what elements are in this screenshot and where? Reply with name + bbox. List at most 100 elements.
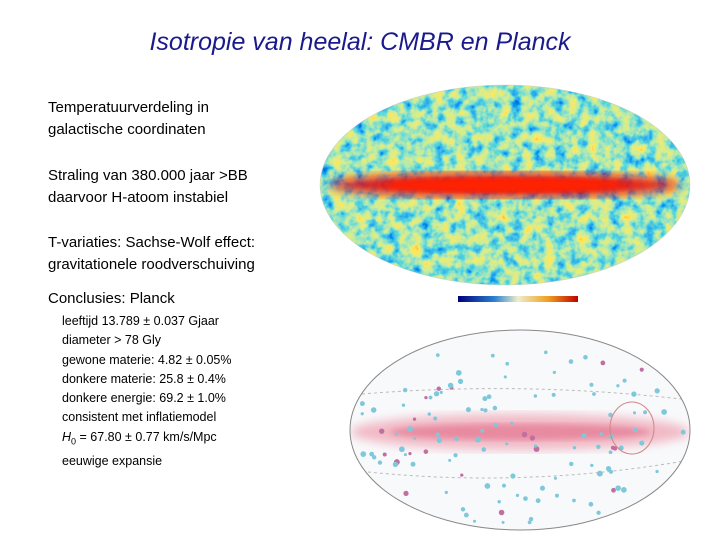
list-item: H0 = 67.80 ± 0.77 km/s/Mpc bbox=[62, 428, 231, 452]
source-dot bbox=[551, 392, 556, 397]
source-dot bbox=[503, 375, 507, 379]
source-dot bbox=[608, 450, 613, 455]
source-dot bbox=[447, 382, 454, 389]
source-dot bbox=[473, 519, 477, 523]
source-dot bbox=[394, 432, 399, 436]
source-dot bbox=[455, 370, 462, 376]
source-dot bbox=[661, 409, 668, 415]
source-dot bbox=[482, 396, 488, 402]
source-dot bbox=[639, 440, 645, 446]
source-dot bbox=[444, 490, 448, 495]
cmb-map bbox=[320, 85, 690, 285]
source-dot bbox=[611, 487, 616, 493]
source-dot bbox=[655, 469, 659, 474]
list-item: donkere energie: 69.2 ± 1.0% bbox=[62, 391, 226, 406]
text-line: daarvoor H-atoom instabiel bbox=[48, 189, 229, 206]
source-dot bbox=[632, 427, 638, 433]
source-dot bbox=[436, 437, 442, 444]
source-dot bbox=[413, 436, 417, 440]
text: = 67.80 ± 0.77 km/s/Mpc bbox=[76, 429, 217, 444]
source-dot bbox=[407, 426, 413, 432]
source-dot bbox=[401, 403, 406, 407]
list-item: donkere materie: 25.8 ± 0.4% bbox=[62, 371, 226, 386]
source-dot bbox=[510, 473, 516, 479]
source-dot bbox=[435, 353, 440, 357]
source-dot bbox=[402, 387, 408, 393]
source-dot bbox=[498, 509, 505, 516]
source-dot bbox=[521, 431, 528, 438]
list-item: eeuwige expansie bbox=[62, 453, 163, 468]
source-dot bbox=[463, 512, 469, 518]
source-dot bbox=[370, 407, 377, 413]
source-dot bbox=[490, 353, 495, 358]
source-dot bbox=[480, 407, 484, 412]
source-dot bbox=[533, 394, 538, 398]
source-dot bbox=[554, 493, 559, 498]
text-line: Straling van 380.000 jaar >BB bbox=[48, 167, 248, 184]
source-dot bbox=[501, 520, 505, 524]
list-item: leeftijd 13.789 ± 0.037 Gjaar bbox=[62, 314, 219, 328]
source-dot bbox=[379, 428, 385, 434]
list-item: consistent met inflatiemodel bbox=[62, 410, 217, 425]
source-dot bbox=[454, 436, 459, 441]
source-dot bbox=[596, 470, 603, 477]
source-dot bbox=[403, 453, 407, 457]
source-dot bbox=[433, 391, 440, 397]
source-dot bbox=[465, 407, 471, 413]
source-dot bbox=[535, 498, 541, 504]
source-dot bbox=[599, 432, 604, 436]
source-dot bbox=[497, 499, 501, 504]
source-dot bbox=[428, 395, 433, 400]
source-dot bbox=[481, 447, 487, 452]
paragraph: Temperatuurverdeling in galactische coor… bbox=[48, 97, 209, 141]
source-dot bbox=[382, 452, 387, 457]
source-dot bbox=[553, 476, 557, 480]
symbol: H bbox=[62, 429, 72, 444]
source-dot bbox=[492, 405, 498, 411]
source-dot bbox=[631, 391, 637, 397]
source-dot bbox=[460, 507, 466, 512]
source-dot bbox=[539, 485, 546, 491]
source-dot bbox=[596, 510, 601, 515]
source-dot bbox=[572, 445, 577, 450]
source-dot bbox=[588, 501, 594, 507]
source-dot bbox=[505, 442, 509, 446]
source-dot bbox=[527, 520, 532, 525]
source-dot bbox=[680, 429, 686, 435]
source-dot bbox=[590, 463, 594, 468]
source-dot bbox=[502, 483, 506, 488]
source-dot bbox=[369, 451, 375, 457]
source-dot bbox=[359, 401, 365, 407]
conclusions-list: leeftijd 13.789 ± 0.037 Gjaar diameter >… bbox=[62, 312, 231, 471]
map-outline bbox=[319, 84, 691, 286]
source-dot bbox=[360, 451, 367, 457]
source-dot bbox=[403, 490, 409, 497]
map-outline bbox=[349, 329, 691, 531]
source-dot bbox=[410, 461, 416, 467]
text-line: gravitationele roodverschuiving bbox=[48, 256, 255, 273]
source-dot bbox=[493, 423, 498, 428]
source-dot bbox=[569, 461, 574, 467]
source-dot bbox=[457, 378, 464, 385]
source-dot bbox=[523, 496, 528, 501]
list-item: diameter > 78 Gly bbox=[62, 333, 162, 348]
source-dot bbox=[654, 388, 660, 394]
source-dot bbox=[453, 453, 458, 458]
source-dot bbox=[533, 444, 538, 448]
source-dot bbox=[533, 446, 540, 452]
source-dot bbox=[423, 449, 429, 454]
source-dot bbox=[616, 384, 620, 388]
source-dot bbox=[610, 445, 615, 450]
source-dot bbox=[544, 350, 548, 355]
paragraph: Straling van 380.000 jaar >BB daarvoor H… bbox=[48, 165, 248, 209]
loop bbox=[609, 401, 655, 455]
source-dot bbox=[474, 436, 481, 443]
source-dot bbox=[622, 378, 627, 383]
source-dot bbox=[436, 386, 441, 391]
planck-map bbox=[350, 330, 690, 530]
subscript: 0 bbox=[71, 436, 77, 447]
source-dot bbox=[448, 458, 452, 462]
source-dot bbox=[600, 360, 606, 366]
source-dot bbox=[608, 412, 613, 418]
source-dot bbox=[460, 473, 464, 477]
